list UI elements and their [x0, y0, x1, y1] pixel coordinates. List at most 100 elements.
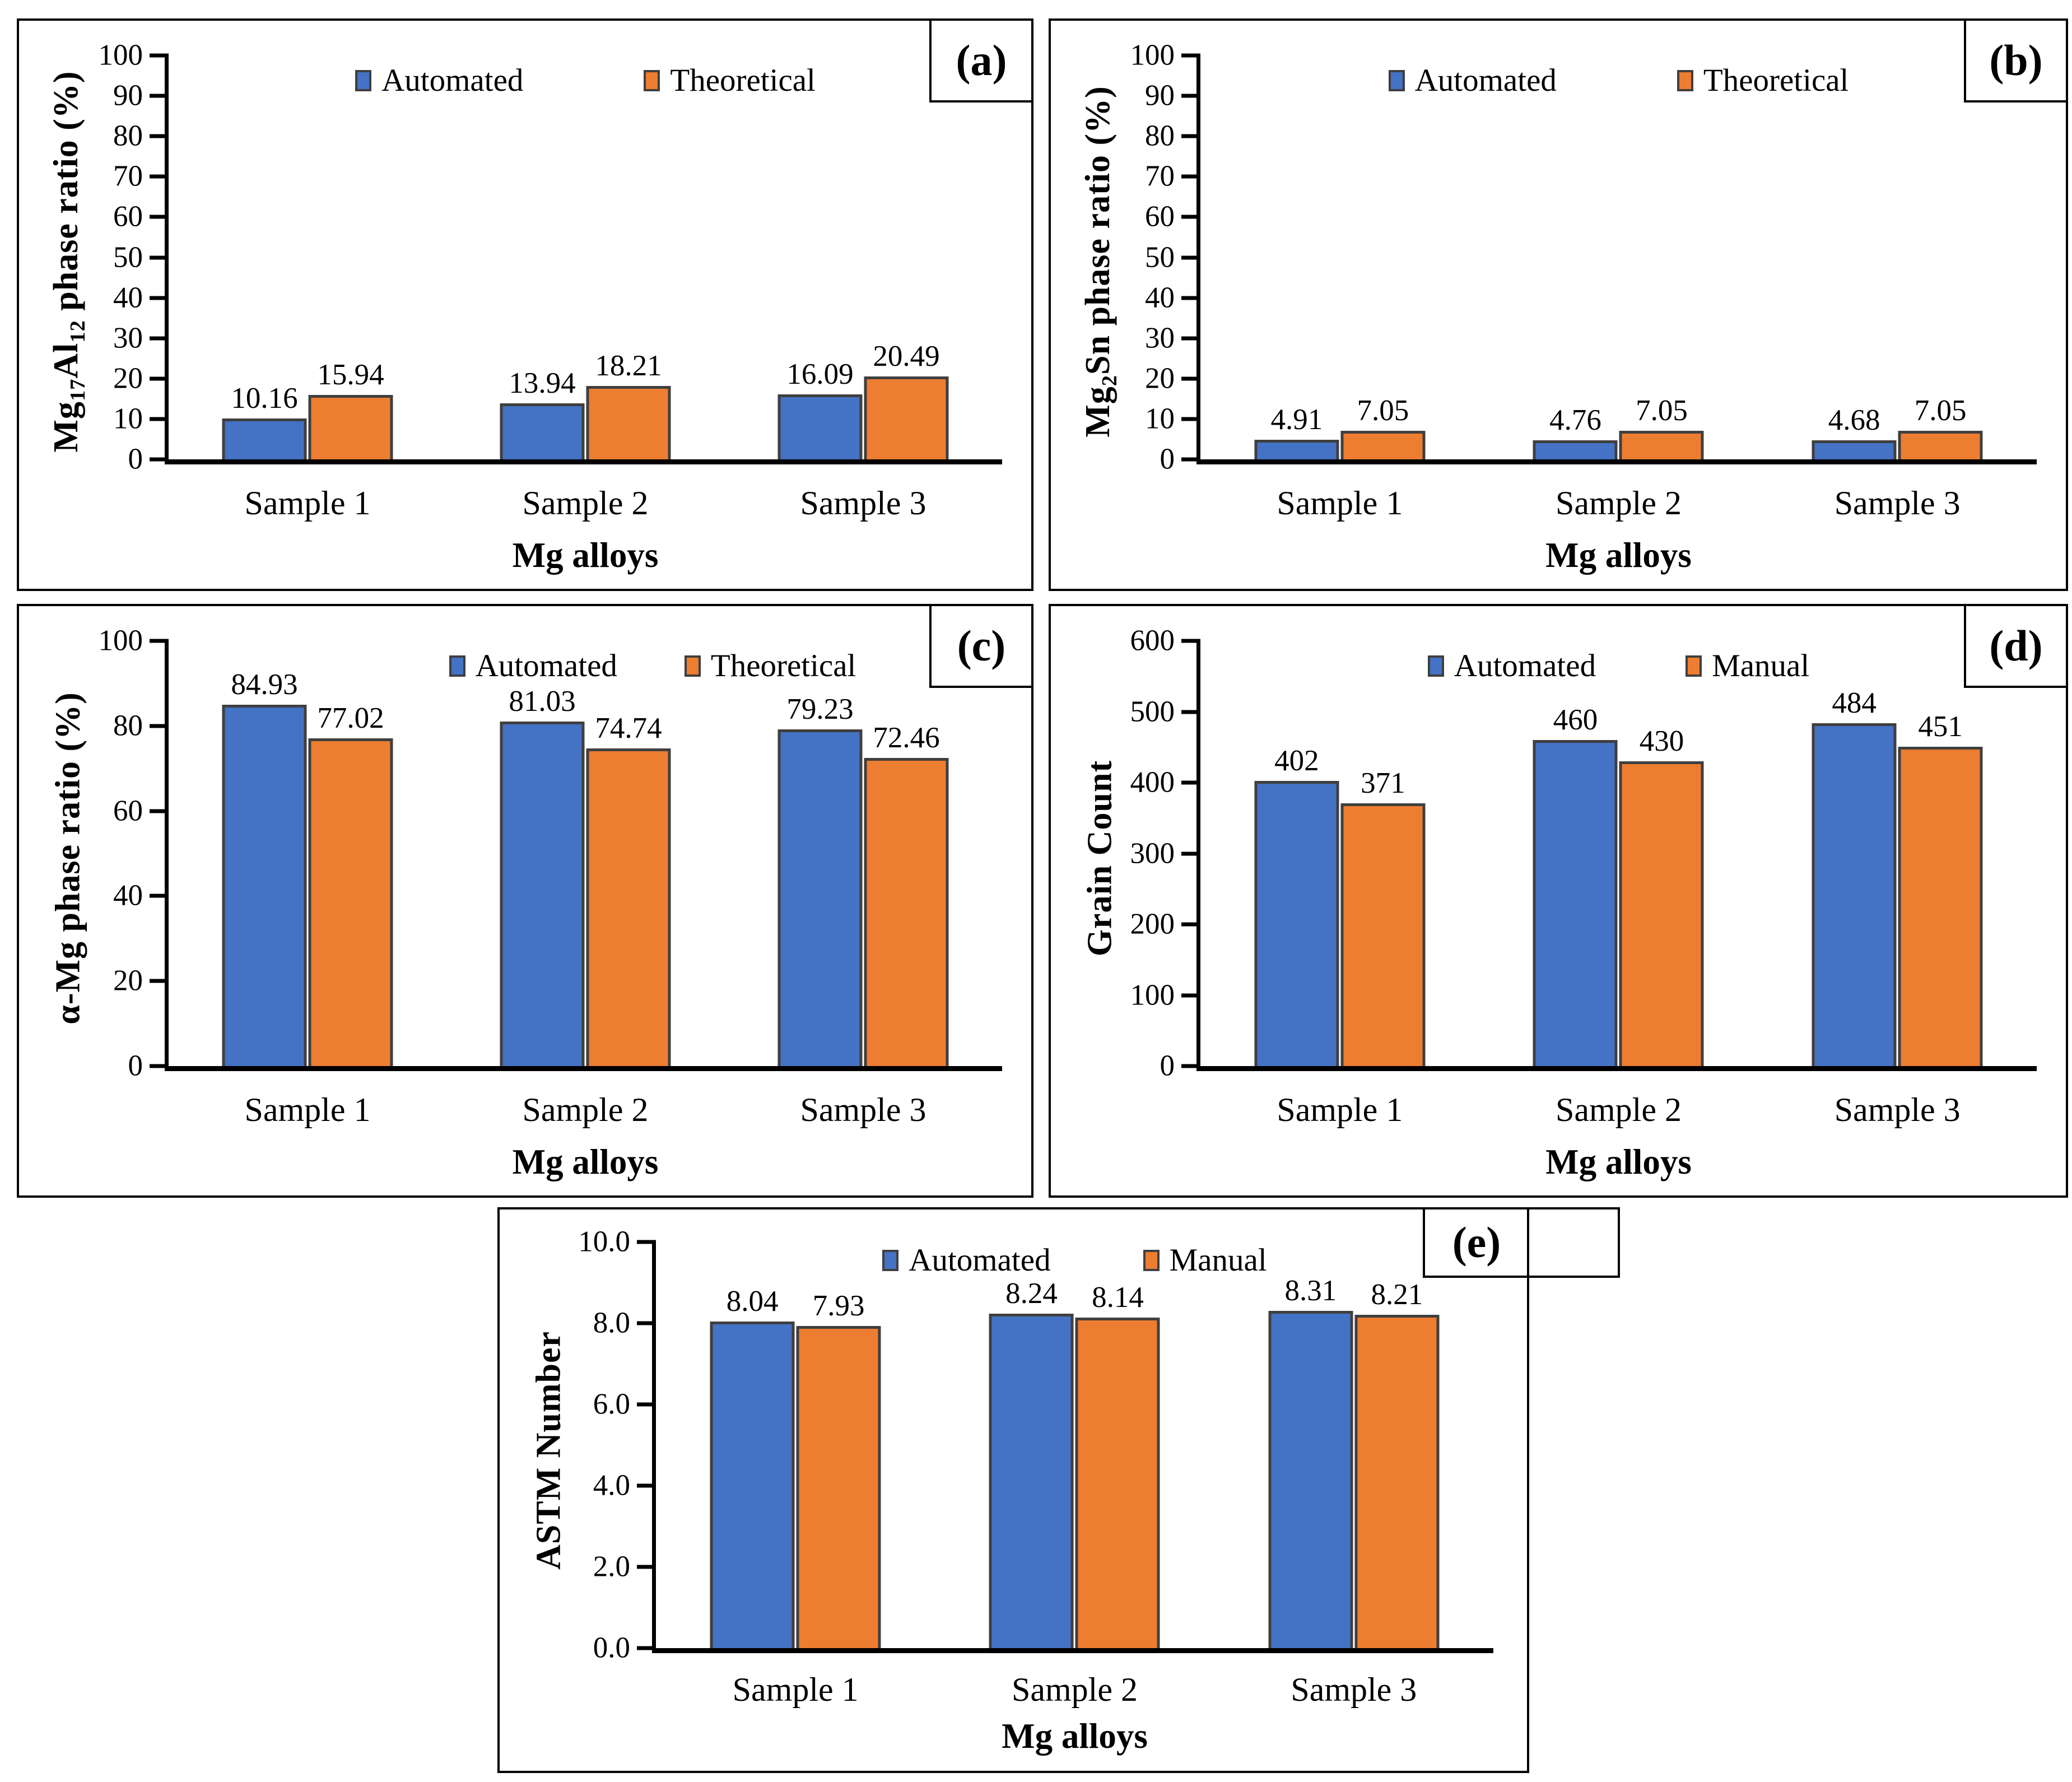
bar-group: 4.68 7.05 [1758, 55, 2037, 459]
y-axis-title: Grain Count [1081, 760, 1120, 956]
legend-swatch-icon [449, 655, 465, 677]
bar-automated-sample-2: 8.24 [989, 1278, 1074, 1648]
legend-item-series-2: Manual [1685, 650, 1809, 682]
bar-automated-sample-1: 402 [1254, 746, 1339, 1066]
bar-theoretical-sample-2: 7.05 [1619, 396, 1704, 459]
x-axis-title: Mg alloys [512, 1142, 659, 1181]
bar-value-label: 8.24 [1005, 1277, 1058, 1310]
legend-item-series-2: Manual [1143, 1244, 1267, 1276]
bar-automated-sample-1: 8.04 [710, 1287, 795, 1648]
bar-group: 484 451 [1758, 641, 2037, 1066]
y-axis-title-text: Al [46, 342, 85, 379]
bar-group: 8.04 7.93 [656, 1242, 935, 1648]
y-tick-label: 60 [113, 794, 143, 827]
bar-value-label: 7.05 [1914, 394, 1967, 427]
bar-theoretical-sample-1: 77.02 [308, 704, 393, 1066]
y-tick-label: 40 [113, 879, 143, 912]
legend-item-series-1: Automated [449, 650, 617, 682]
chart-panel-d: (d) Grain Count Automated Manual 402 371 4… [1049, 604, 2068, 1198]
chart-panel-a: (a) Mg17Al12 phase ratio (%) Automated T… [17, 18, 1033, 591]
bar-pair: 81.03 74.74 [500, 641, 671, 1066]
y-tick-mark [637, 1402, 656, 1407]
y-tick-mark [1181, 94, 1200, 98]
y-tick-mark [1181, 1064, 1200, 1068]
chart-panel-e: (e) ASTM Number Automated Manual 8.04 7.9… [497, 1207, 1620, 1773]
legend-swatch-icon [355, 69, 372, 91]
bar-value-label: 79.23 [786, 692, 854, 725]
bar-value-label: 8.14 [1092, 1281, 1144, 1314]
y-tick-mark [1181, 852, 1200, 855]
y-tick-label: 90 [1145, 79, 1175, 112]
y-tick-mark [150, 255, 169, 259]
bar-group: 84.93 77.02 [169, 641, 446, 1066]
y-tick-label: 100 [1130, 39, 1175, 72]
bar-value-label: 451 [1918, 710, 1963, 743]
y-tick-label: 0 [1160, 1049, 1175, 1082]
bar-group: 8.31 8.21 [1214, 1242, 1493, 1648]
bar-manual-sample-3: 451 [1898, 711, 1983, 1066]
legend-item-series-1: Automated [1427, 650, 1596, 682]
bar-value-label: 77.02 [317, 702, 384, 735]
bar-value-label: 8.31 [1284, 1274, 1337, 1307]
bar-automated-sample-3: 8.31 [1268, 1276, 1353, 1648]
bar-value-label: 18.21 [595, 349, 662, 382]
plot-area: Automated Manual 8.04 7.93 8.24 8.14 8.31 8.2… [578, 1227, 1493, 1754]
y-tick-label: 30 [113, 322, 143, 355]
bar-pair: 13.94 18.21 [500, 55, 671, 459]
y-axis-title-text: Grain Count [1081, 760, 1119, 957]
y-tick-label: 4.0 [593, 1469, 630, 1502]
bar-value-label: 430 [1639, 725, 1684, 758]
bar-manual-sample-2: 430 [1619, 727, 1704, 1066]
legend-item-series-2: Theoretical [1677, 64, 1848, 96]
y-tick-mark [150, 1064, 169, 1068]
bar-group: 460 430 [1479, 641, 1758, 1066]
y-tick-label: 100 [98, 39, 143, 72]
x-axis-title: Mg alloys [512, 536, 659, 575]
bar-theoretical-sample-1: 7.05 [1340, 396, 1426, 459]
bars-container: 402 371 460 430 484 451 [1200, 641, 2037, 1066]
y-tick-label: 30 [1145, 322, 1175, 355]
bar-group: 8.24 8.14 [935, 1242, 1214, 1648]
legend-swatch-icon [1427, 655, 1444, 677]
y-tick-label: 10 [113, 402, 143, 435]
bar-value-label: 84.93 [231, 668, 298, 701]
bar-value-label: 484 [1832, 686, 1877, 719]
bar-theoretical-sample-1: 15.94 [308, 360, 393, 459]
y-tick-label: 8.0 [593, 1306, 630, 1339]
y-tick-mark [637, 1646, 656, 1650]
y-tick-label: 20 [1145, 362, 1175, 395]
y-axis-title-subscript: 2 [1098, 375, 1122, 387]
y-tick-label: 0 [128, 1049, 143, 1082]
y-tick-label: 90 [113, 79, 143, 112]
bar-value-label: 7.05 [1636, 394, 1688, 427]
y-tick-mark [1181, 255, 1200, 259]
y-tick-label: 10 [1145, 402, 1175, 435]
y-tick-mark [637, 1565, 656, 1569]
bar-automated-sample-1: 84.93 [222, 670, 307, 1066]
bar-value-label: 74.74 [595, 711, 662, 745]
category-label: Sample 1 [244, 485, 371, 522]
y-tick-mark [1181, 296, 1200, 300]
y-tick-mark [150, 639, 169, 643]
bar-theoretical-sample-3: 72.46 [864, 723, 949, 1066]
legend-item-series-2: Theoretical [684, 650, 856, 682]
bar-group: 13.94 18.21 [446, 55, 724, 459]
legend-swatch-icon [684, 655, 701, 677]
y-tick-mark [1181, 639, 1200, 643]
category-axis: Sample 1 Sample 2 Sample 3 [169, 486, 1002, 520]
legend-item-series-1: Automated [882, 1244, 1051, 1276]
bar-automated-sample-3: 4.68 [1812, 406, 1897, 459]
bar-automated-sample-1: 4.91 [1254, 404, 1339, 459]
y-axis-title-subscript: 12 [66, 320, 90, 343]
bar-group: 4.76 7.05 [1479, 55, 1758, 459]
bars-container: 8.04 7.93 8.24 8.14 8.31 8.21 [656, 1242, 1493, 1648]
bar-group: 402 371 [1200, 641, 1479, 1066]
y-tick-label: 400 [1130, 766, 1175, 799]
legend-item-series-1: Automated [355, 64, 523, 96]
bar-group: 16.09 20.49 [724, 55, 1002, 459]
y-tick-label: 60 [113, 200, 143, 233]
bar-value-label: 8.21 [1371, 1278, 1423, 1311]
legend: Automated Theoretical [1200, 64, 2037, 96]
category-label: Sample 3 [1834, 1091, 1961, 1128]
category-label: Sample 3 [1291, 1671, 1417, 1708]
